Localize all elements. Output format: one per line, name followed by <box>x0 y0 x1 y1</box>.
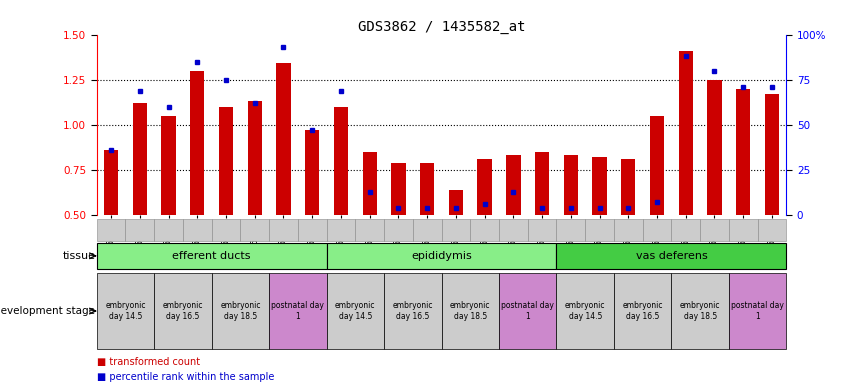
Bar <box>277 63 291 215</box>
Bar <box>585 219 614 242</box>
Text: embryonic
day 18.5: embryonic day 18.5 <box>680 301 721 321</box>
Text: ■ percentile rank within the sample: ■ percentile rank within the sample <box>97 372 274 382</box>
Bar <box>614 219 643 242</box>
Text: embryonic
day 16.5: embryonic day 16.5 <box>162 301 204 321</box>
Bar <box>305 130 320 215</box>
Text: postnatal day
1: postnatal day 1 <box>731 301 784 321</box>
Bar <box>442 273 499 349</box>
Bar <box>729 219 758 242</box>
Bar <box>97 219 125 242</box>
Bar <box>614 273 671 349</box>
Bar <box>355 219 384 242</box>
Text: embryonic
day 16.5: embryonic day 16.5 <box>622 301 663 321</box>
Bar <box>499 273 557 349</box>
Bar <box>326 273 384 349</box>
Bar <box>219 107 233 215</box>
Text: embryonic
day 14.5: embryonic day 14.5 <box>335 301 376 321</box>
Bar <box>563 156 578 215</box>
Title: GDS3862 / 1435582_at: GDS3862 / 1435582_at <box>357 20 526 33</box>
Bar <box>671 219 700 242</box>
Bar <box>592 157 606 215</box>
Bar <box>557 273 614 349</box>
Bar <box>212 219 241 242</box>
Bar <box>154 219 183 242</box>
Bar <box>420 163 434 215</box>
Bar <box>650 116 664 215</box>
Bar <box>247 101 262 215</box>
Bar <box>104 150 119 215</box>
Bar <box>326 243 557 269</box>
Bar <box>183 219 212 242</box>
Bar <box>161 116 176 215</box>
Text: embryonic
day 14.5: embryonic day 14.5 <box>105 301 145 321</box>
Text: development stage: development stage <box>0 306 95 316</box>
Bar <box>535 152 549 215</box>
Bar <box>736 89 750 215</box>
Text: ■ transformed count: ■ transformed count <box>97 358 200 367</box>
Text: postnatal day
1: postnatal day 1 <box>272 301 325 321</box>
Bar <box>679 51 693 215</box>
Bar <box>700 219 729 242</box>
Text: vas deferens: vas deferens <box>636 251 707 261</box>
Text: embryonic
day 18.5: embryonic day 18.5 <box>450 301 490 321</box>
Bar <box>133 103 147 215</box>
Bar <box>125 219 154 242</box>
Bar <box>97 243 326 269</box>
Bar <box>384 219 413 242</box>
Bar <box>391 163 405 215</box>
Text: epididymis: epididymis <box>411 251 472 261</box>
Bar <box>621 159 636 215</box>
Bar <box>470 219 499 242</box>
Bar <box>326 219 356 242</box>
Bar <box>241 219 269 242</box>
Bar <box>190 71 204 215</box>
Bar <box>298 219 326 242</box>
Bar <box>384 273 442 349</box>
Bar <box>442 219 470 242</box>
Text: embryonic
day 14.5: embryonic day 14.5 <box>565 301 606 321</box>
Bar <box>154 273 212 349</box>
Bar <box>413 219 442 242</box>
Bar <box>671 273 729 349</box>
Bar <box>528 219 557 242</box>
Bar <box>557 219 585 242</box>
Bar <box>478 159 492 215</box>
Bar <box>449 190 463 215</box>
Bar <box>729 273 786 349</box>
Bar <box>764 94 779 215</box>
Bar <box>334 107 348 215</box>
Text: postnatal day
1: postnatal day 1 <box>501 301 554 321</box>
Bar <box>362 152 377 215</box>
Bar <box>506 156 521 215</box>
Bar <box>499 219 528 242</box>
Bar <box>97 273 154 349</box>
Bar <box>557 243 786 269</box>
Bar <box>758 219 786 242</box>
Text: embryonic
day 18.5: embryonic day 18.5 <box>220 301 261 321</box>
Text: tissue: tissue <box>62 251 95 261</box>
Bar <box>212 273 269 349</box>
Bar <box>269 273 326 349</box>
Bar <box>269 219 298 242</box>
Text: efferent ducts: efferent ducts <box>172 251 251 261</box>
Text: embryonic
day 16.5: embryonic day 16.5 <box>393 301 433 321</box>
Bar <box>643 219 671 242</box>
Bar <box>707 80 722 215</box>
